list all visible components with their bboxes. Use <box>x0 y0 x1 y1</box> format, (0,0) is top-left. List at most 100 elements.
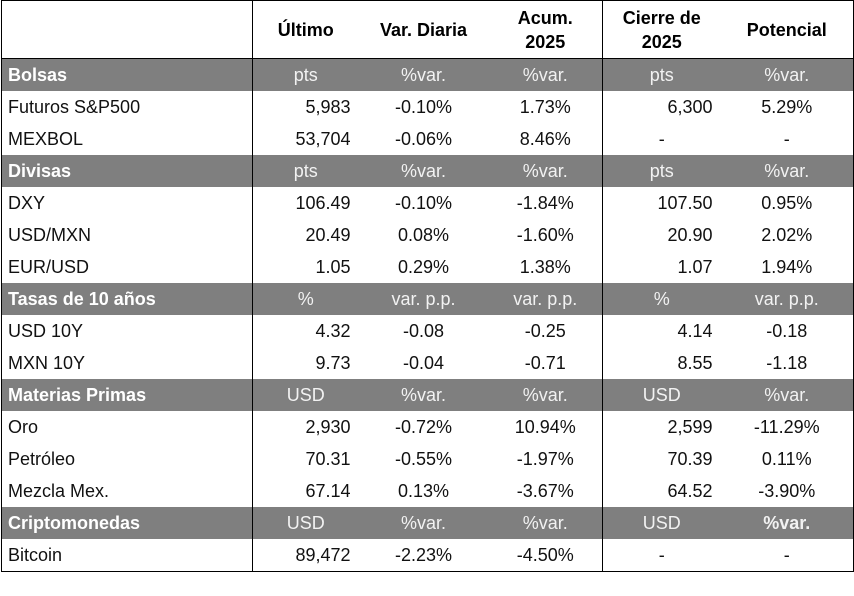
row-ytd: 10.94% <box>488 411 603 443</box>
section-unit: var. p.p. <box>488 283 603 315</box>
row-potential: 5.29% <box>720 91 854 123</box>
row-close: 1.07 <box>602 251 721 283</box>
table-row: Futuros S&P500 5,983 -0.10% 1.73% 6,300 5.29% <box>1 91 854 123</box>
row-name: MEXBOL <box>1 123 253 155</box>
row-ytd: -3.67% <box>488 475 603 507</box>
section-unit: %var. <box>488 155 603 187</box>
section-unit: pts <box>602 155 721 187</box>
section-unit: var. p.p. <box>358 283 489 315</box>
section-unit: %var. <box>358 507 489 539</box>
row-close: 6,300 <box>602 91 721 123</box>
row-daily: -0.10% <box>358 91 489 123</box>
section-unit: USD <box>252 379 359 411</box>
row-potential: 2.02% <box>720 219 854 251</box>
section-unit: %var. <box>720 379 854 411</box>
row-name: USD/MXN <box>1 219 253 251</box>
row-name: MXN 10Y <box>1 347 253 379</box>
row-last: 67.14 <box>252 475 359 507</box>
row-daily: -0.10% <box>358 187 489 219</box>
row-ytd: -1.60% <box>488 219 603 251</box>
section-unit: %var. <box>720 58 854 91</box>
section-unit: pts <box>252 155 359 187</box>
section-unit: % <box>602 283 721 315</box>
row-potential: 0.95% <box>720 187 854 219</box>
section-unit: pts <box>602 58 721 91</box>
row-last: 70.31 <box>252 443 359 475</box>
section-name: Materias Primas <box>1 379 253 411</box>
section-name: Divisas <box>1 155 253 187</box>
row-close: 20.90 <box>602 219 721 251</box>
row-daily: -0.04 <box>358 347 489 379</box>
row-last: 106.49 <box>252 187 359 219</box>
section-unit: %var. <box>720 507 854 539</box>
row-daily: -0.06% <box>358 123 489 155</box>
row-close: 2,599 <box>602 411 721 443</box>
row-daily: 0.29% <box>358 251 489 283</box>
header-close: Cierre de 2025 <box>602 0 721 59</box>
row-daily: 0.13% <box>358 475 489 507</box>
row-potential: - <box>720 539 854 572</box>
table-row: USD 10Y 4.32 -0.08 -0.25 4.14 -0.18 <box>1 315 854 347</box>
section-unit: USD <box>602 379 721 411</box>
row-potential: 0.11% <box>720 443 854 475</box>
row-ytd: -1.97% <box>488 443 603 475</box>
row-ytd: -0.25 <box>488 315 603 347</box>
row-ytd: -4.50% <box>488 539 603 572</box>
row-potential: -3.90% <box>720 475 854 507</box>
section-name: Tasas de 10 años <box>1 283 253 315</box>
header-daily: Var. Diaria <box>358 0 489 59</box>
row-last: 89,472 <box>252 539 359 572</box>
row-name: USD 10Y <box>1 315 253 347</box>
row-name: Petróleo <box>1 443 253 475</box>
section-unit: %var. <box>488 58 603 91</box>
table-row: EUR/USD 1.05 0.29% 1.38% 1.07 1.94% <box>1 251 854 283</box>
section-name: Criptomonedas <box>1 507 253 539</box>
table-row: Bitcoin 89,472 -2.23% -4.50% - - <box>1 539 854 572</box>
header-last: Último <box>252 0 359 59</box>
row-last: 5,983 <box>252 91 359 123</box>
row-potential: -1.18 <box>720 347 854 379</box>
header-blank <box>1 0 253 59</box>
row-name: Oro <box>1 411 253 443</box>
section-row: Divisas pts %var. %var. pts %var. <box>1 155 854 187</box>
table-row: Mezcla Mex. 67.14 0.13% -3.67% 64.52 -3.90% <box>1 475 854 507</box>
section-row: Criptomonedas USD %var. %var. USD %var. <box>1 507 854 539</box>
row-last: 20.49 <box>252 219 359 251</box>
section-name: Bolsas <box>1 58 253 91</box>
table-row: MXN 10Y 9.73 -0.04 -0.71 8.55 -1.18 <box>1 347 854 379</box>
section-unit: %var. <box>720 155 854 187</box>
section-unit: % <box>252 283 359 315</box>
row-close: 4.14 <box>602 315 721 347</box>
header-row: Último Var. Diaria Acum. 2025 Cierre de 20… <box>1 0 854 59</box>
market-summary-table: Último Var. Diaria Acum. 2025 Cierre de 20… <box>1 0 854 572</box>
header-potential: Potencial <box>720 0 854 59</box>
row-daily: -0.55% <box>358 443 489 475</box>
section-unit: USD <box>252 507 359 539</box>
row-name: EUR/USD <box>1 251 253 283</box>
row-close: 70.39 <box>602 443 721 475</box>
row-close: 64.52 <box>602 475 721 507</box>
row-last: 9.73 <box>252 347 359 379</box>
table-row: MEXBOL 53,704 -0.06% 8.46% - - <box>1 123 854 155</box>
row-ytd: 1.73% <box>488 91 603 123</box>
row-daily: -0.72% <box>358 411 489 443</box>
header-ytd: Acum. 2025 <box>488 0 603 59</box>
row-potential: -0.18 <box>720 315 854 347</box>
section-unit: %var. <box>488 507 603 539</box>
row-potential: - <box>720 123 854 155</box>
section-row: Materias Primas USD %var. %var. USD %var. <box>1 379 854 411</box>
row-ytd: 8.46% <box>488 123 603 155</box>
row-name: Futuros S&P500 <box>1 91 253 123</box>
section-unit: pts <box>252 58 359 91</box>
row-name: Bitcoin <box>1 539 253 572</box>
section-unit: %var. <box>358 379 489 411</box>
row-ytd: -0.71 <box>488 347 603 379</box>
section-unit: USD <box>602 507 721 539</box>
row-name: DXY <box>1 187 253 219</box>
row-name: Mezcla Mex. <box>1 475 253 507</box>
section-row: Tasas de 10 años% var. p.p. var. p.p.% var.… <box>1 283 854 315</box>
table-row: Oro 2,930 -0.72% 10.94% 2,599 -11.29% <box>1 411 854 443</box>
row-last: 2,930 <box>252 411 359 443</box>
row-last: 4.32 <box>252 315 359 347</box>
table-row: USD/MXN 20.49 0.08% -1.60% 20.90 2.02% <box>1 219 854 251</box>
